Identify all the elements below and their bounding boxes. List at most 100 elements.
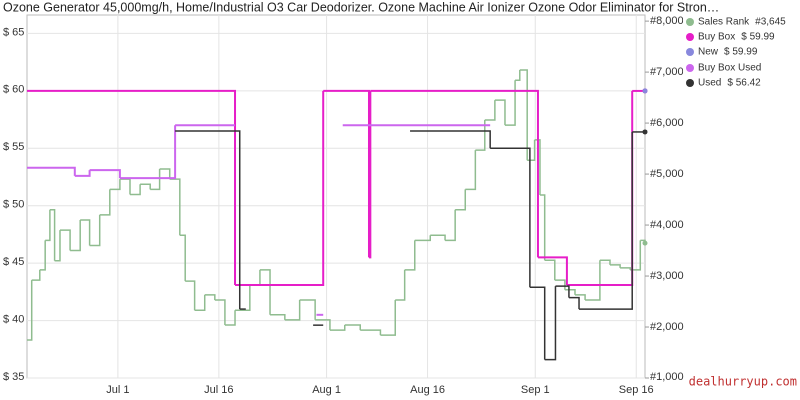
line-step [119, 125, 177, 180]
watermark: dealhurryup.com [689, 375, 797, 389]
legend-swatch [686, 48, 694, 56]
legend-value: $ 59.99 [741, 32, 775, 43]
series-line [175, 129, 648, 361]
y2-tick-label: #2,000 [650, 321, 684, 333]
y2-tick-label: #8,000 [650, 15, 684, 27]
line-step [259, 269, 271, 315]
line-step [380, 299, 396, 336]
y-tick-label: $ 65 [3, 26, 24, 38]
series-line [27, 69, 648, 341]
line-step [344, 324, 361, 331]
y-tick-label: $ 35 [3, 371, 24, 383]
legend-value: $ 56.42 [727, 78, 761, 89]
line-step [27, 166, 76, 176]
line-step [159, 168, 171, 180]
line-step [544, 259, 556, 281]
line-step [49, 209, 56, 261]
legend-label: Sales Rank [698, 17, 750, 28]
line-step [534, 139, 541, 195]
legend-swatch [686, 79, 694, 87]
y-tick-label: $ 60 [3, 84, 24, 96]
line-step [59, 229, 71, 251]
line-step [130, 184, 141, 196]
point [642, 88, 648, 94]
line-step [299, 299, 316, 320]
legend-swatch [686, 64, 694, 72]
y-tick-label: $ 45 [3, 256, 24, 268]
line-step [323, 89, 370, 258]
legend-value: $ 59.99 [724, 47, 758, 58]
legend-swatch [686, 33, 694, 41]
legend-box [683, 13, 788, 93]
line-step [430, 234, 446, 241]
line-step [579, 131, 633, 310]
line-step [574, 294, 586, 300]
line-step [70, 219, 81, 252]
x-tick-label: Aug 1 [312, 384, 341, 396]
line-step [599, 259, 611, 265]
series-line [27, 124, 491, 316]
line-step [89, 214, 101, 247]
line-step [45, 209, 51, 242]
line-step [185, 280, 196, 311]
line-step [89, 169, 121, 179]
line-step [224, 310, 236, 326]
line-step [609, 264, 621, 268]
line-step [465, 150, 477, 191]
line-step [169, 178, 181, 236]
line-step [630, 240, 642, 271]
line-step [54, 230, 61, 262]
y2-tick-label: #3,000 [650, 270, 684, 282]
line-step [475, 120, 486, 151]
line-step [519, 69, 528, 161]
legend-label: Used [698, 78, 721, 89]
line-step [414, 235, 431, 242]
line-step [109, 179, 121, 191]
line-step [284, 299, 301, 321]
line-step [490, 147, 531, 288]
line-step [74, 170, 91, 177]
line-step [504, 80, 516, 126]
legend-label: New [698, 47, 719, 58]
chart-title: Ozone Generator 45,000mg/h, Home/Industr… [3, 0, 719, 14]
series-line [642, 88, 648, 94]
y2-tick-label: #1,000 [650, 371, 684, 383]
line-step [370, 89, 539, 258]
y-tick-label: $ 40 [3, 313, 24, 325]
line-step [368, 90, 372, 259]
line-step [99, 189, 111, 216]
line-step [119, 178, 131, 195]
line-step [214, 299, 226, 325]
line-step [31, 269, 41, 281]
line-step [568, 296, 580, 310]
y-tick-label: $ 55 [3, 141, 24, 153]
legend-value: #3,645 [755, 17, 786, 28]
line-step [445, 209, 456, 242]
line-step [395, 269, 406, 301]
line-step [39, 240, 46, 271]
line-step [329, 324, 346, 331]
legend-label: Buy Box [698, 32, 735, 43]
line-step [529, 286, 546, 360]
line-step [315, 319, 331, 331]
line-step [494, 99, 506, 126]
line-step [140, 183, 151, 190]
point [642, 240, 648, 246]
line-step [204, 294, 216, 300]
x-tick-label: Sep 1 [521, 384, 550, 396]
y2-tick-label: #4,000 [650, 219, 684, 231]
line-step [27, 280, 33, 341]
line-step [194, 294, 206, 311]
x-tick-label: Sep 16 [619, 384, 654, 396]
y2-tick-label: #7,000 [650, 66, 684, 78]
line-step [404, 240, 416, 271]
line-step [585, 260, 601, 301]
line-step [270, 314, 286, 320]
line-step [544, 286, 557, 361]
line-step [80, 219, 91, 246]
legend-label: Buy Box Used [698, 63, 761, 74]
line-step [515, 70, 521, 82]
y2-tick-label: #5,000 [650, 168, 684, 180]
line-step [455, 189, 467, 211]
x-tick-label: Aug 16 [410, 384, 445, 396]
